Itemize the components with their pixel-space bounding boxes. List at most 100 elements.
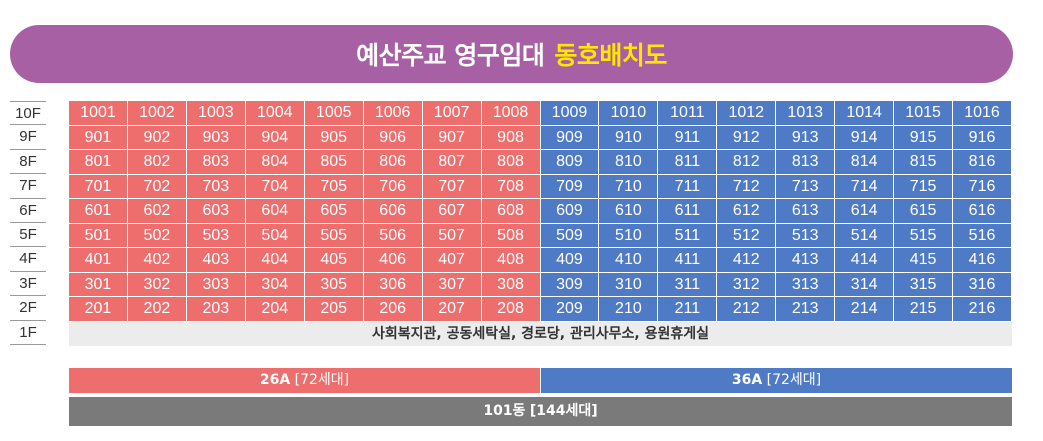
- legend-type-26a: 26A [72세대]: [69, 368, 540, 393]
- unit-cell: 1004: [245, 101, 305, 126]
- unit-cell: 213: [776, 297, 836, 322]
- unit-cell: 906: [363, 125, 423, 150]
- unit-cell: 405: [304, 248, 364, 273]
- title-banner: 예산주교 영구임대 동호배치도: [10, 25, 1013, 83]
- unit-cell: 702: [127, 174, 187, 199]
- legend-building-name: 101동: [483, 403, 526, 419]
- unit-cell: 811: [658, 150, 718, 175]
- unit-cell: 209: [540, 297, 600, 322]
- unit-cell: 511: [658, 223, 718, 248]
- unit-cell: 903: [186, 125, 246, 150]
- unit-cell: 610: [599, 199, 659, 224]
- unit-cell: 415: [894, 248, 954, 273]
- unit-cell: 508: [481, 223, 541, 248]
- legend-type-36a: 36A [72세대]: [540, 368, 1012, 393]
- unit-cell: 1008: [481, 101, 541, 126]
- unit-cell: 605: [304, 199, 364, 224]
- unit-cell: 608: [481, 199, 541, 224]
- floor-labels: 10F 9F 8F 7F 6F 5F 4F 3F 2F 1F: [10, 101, 46, 345]
- unit-cell: 710: [599, 174, 659, 199]
- unit-cell: 706: [363, 174, 423, 199]
- unit-cell: 915: [894, 125, 954, 150]
- unit-cell: 202: [127, 297, 187, 322]
- unit-cell: 602: [127, 199, 187, 224]
- unit-cell: 408: [481, 248, 541, 273]
- unit-cell: 514: [835, 223, 895, 248]
- unit-cell: 502: [127, 223, 187, 248]
- floor-label: 9F: [10, 125, 46, 150]
- unit-cell: 1006: [363, 101, 423, 126]
- unit-cell: 206: [363, 297, 423, 322]
- unit-cell: 716: [953, 174, 1012, 199]
- floor-label: 10F: [10, 101, 46, 126]
- legend-building: 101동 [144세대]: [69, 397, 1012, 426]
- unit-cell: 304: [245, 272, 305, 297]
- unit-cell: 1007: [422, 101, 482, 126]
- unit-cell: 606: [363, 199, 423, 224]
- unit-cell: 807: [422, 150, 482, 175]
- unit-cell: 616: [953, 199, 1012, 224]
- ground-floor-facilities: 사회복지관, 공동세탁실, 경로당, 관리사무소, 용원휴게실: [69, 321, 1012, 346]
- unit-cell: 1010: [599, 101, 659, 126]
- unit-cell: 914: [835, 125, 895, 150]
- unit-cell: 913: [776, 125, 836, 150]
- unit-cell: 809: [540, 150, 600, 175]
- unit-cell: 307: [422, 272, 482, 297]
- unit-cell: 804: [245, 150, 305, 175]
- unit-cell: 1002: [127, 101, 187, 126]
- unit-cell: 802: [127, 150, 187, 175]
- unit-cell: 506: [363, 223, 423, 248]
- unit-cell: 312: [717, 272, 777, 297]
- unit-cell: 509: [540, 223, 600, 248]
- unit-cell: 708: [481, 174, 541, 199]
- title-main: 예산주교 영구임대: [356, 41, 545, 70]
- unit-cell: 704: [245, 174, 305, 199]
- unit-cell: 1003: [186, 101, 246, 126]
- unit-cell: 813: [776, 150, 836, 175]
- unit-cell: 413: [776, 248, 836, 273]
- unit-cell: 715: [894, 174, 954, 199]
- unit-cell: 1015: [894, 101, 954, 126]
- unit-cell: 301: [69, 272, 128, 297]
- floor-label: 3F: [10, 272, 46, 297]
- floor-row: 1001 1002 1003 1004 1005 1006 1007 1008 1009 1010…: [69, 101, 1012, 126]
- unit-cell: 409: [540, 248, 600, 273]
- unit-cell: 313: [776, 272, 836, 297]
- unit-cell: 816: [953, 150, 1012, 175]
- unit-cell: 411: [658, 248, 718, 273]
- unit-cell: 912: [717, 125, 777, 150]
- unit-cell: 412: [717, 248, 777, 273]
- unit-cell: 905: [304, 125, 364, 150]
- unit-cell: 1011: [658, 101, 718, 126]
- unit-cell: 501: [69, 223, 128, 248]
- floor-row: 801 802 803 804 805 806 807 808 809 810 811 812 813 8…: [69, 150, 1012, 175]
- unit-cell: 306: [363, 272, 423, 297]
- unit-cell: 713: [776, 174, 836, 199]
- unit-cell: 815: [894, 150, 954, 175]
- legend-building-count: [144세대]: [529, 403, 598, 419]
- unit-cell: 609: [540, 199, 600, 224]
- unit-cell: 601: [69, 199, 128, 224]
- floor-label: 4F: [10, 247, 46, 272]
- unit-cell: 201: [69, 297, 128, 322]
- legend-type-36a-name: 36A: [731, 372, 763, 388]
- floor-label: 1F: [10, 321, 46, 345]
- legend-type-26a-count: [72세대]: [294, 372, 350, 388]
- unit-cell: 703: [186, 174, 246, 199]
- unit-cell: 805: [304, 150, 364, 175]
- unit-cell: 808: [481, 150, 541, 175]
- unit-cell: 314: [835, 272, 895, 297]
- unit-cell: 510: [599, 223, 659, 248]
- unit-cell: 216: [953, 297, 1012, 322]
- unit-cell: 908: [481, 125, 541, 150]
- unit-cell: 403: [186, 248, 246, 273]
- unit-cell: 916: [953, 125, 1012, 150]
- unit-cell: 308: [481, 272, 541, 297]
- unit-cell: 207: [422, 297, 482, 322]
- unit-cell: 904: [245, 125, 305, 150]
- unit-cell: 806: [363, 150, 423, 175]
- unit-cell: 1012: [717, 101, 777, 126]
- unit-cell: 901: [69, 125, 128, 150]
- unit-cell: 515: [894, 223, 954, 248]
- unit-cell: 208: [481, 297, 541, 322]
